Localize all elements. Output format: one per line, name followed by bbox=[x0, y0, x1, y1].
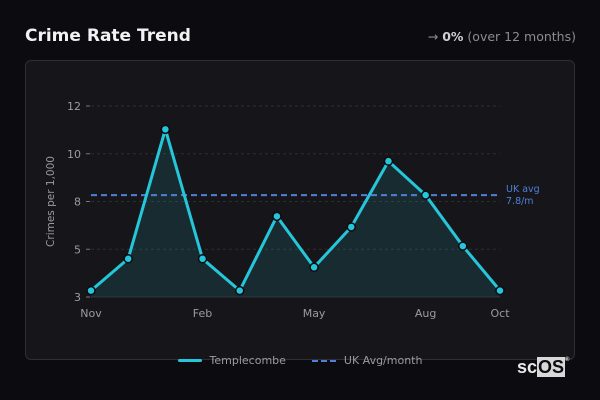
data-point bbox=[495, 285, 505, 296]
y-axis-label: Crimes per 1,000 bbox=[45, 156, 57, 247]
logo-mark: ® bbox=[565, 357, 570, 363]
logo-prefix: sc bbox=[517, 357, 538, 377]
y-tick-label: 3 bbox=[74, 291, 81, 304]
reference-value-label: 7.8/m bbox=[506, 196, 534, 207]
data-point bbox=[234, 285, 245, 296]
data-point bbox=[420, 190, 431, 200]
y-tick-label: 8 bbox=[74, 196, 81, 209]
x-tick-label: Feb bbox=[193, 307, 212, 320]
legend-item-series[interactable]: Templecombe bbox=[177, 354, 286, 367]
change-value: 0% bbox=[442, 29, 464, 44]
data-point bbox=[458, 241, 468, 251]
legend: Templecombe UK Avg/month bbox=[0, 354, 600, 367]
data-point bbox=[123, 254, 133, 264]
data-point bbox=[272, 211, 282, 222]
data-point bbox=[309, 262, 319, 273]
data-point bbox=[197, 254, 208, 264]
legend-swatch-solid bbox=[177, 359, 202, 362]
legend-label: UK Avg/month bbox=[343, 354, 423, 367]
x-tick-label: Aug bbox=[415, 307, 436, 320]
change-period: (over 12 months) bbox=[467, 29, 576, 44]
chart-title: Crime Rate Trend bbox=[25, 26, 191, 46]
data-point bbox=[160, 124, 171, 135]
y-tick-label: 5 bbox=[74, 243, 81, 256]
data-point bbox=[86, 285, 96, 296]
logo-highlight: OS bbox=[537, 357, 566, 377]
series-line bbox=[90, 127, 502, 293]
y-tick-label: 12 bbox=[67, 100, 81, 113]
x-tick-label: Oct bbox=[490, 307, 510, 320]
x-tick-label: May bbox=[303, 307, 326, 320]
legend-label: Templecombe bbox=[209, 354, 286, 367]
y-tick-label: 10 bbox=[67, 148, 81, 161]
legend-swatch-dashed bbox=[311, 359, 336, 362]
chart-card bbox=[25, 60, 575, 360]
change-summary: → 0% (over 12 months) bbox=[428, 29, 576, 44]
legend-item-reference[interactable]: UK Avg/month bbox=[311, 354, 423, 367]
reference-label: UK avg bbox=[506, 184, 540, 195]
trend-arrow-icon: → bbox=[427, 29, 439, 44]
data-point bbox=[383, 156, 394, 166]
data-point bbox=[346, 222, 357, 232]
brand-logo: scOS® bbox=[517, 357, 569, 378]
x-tick-label: Nov bbox=[80, 307, 102, 320]
